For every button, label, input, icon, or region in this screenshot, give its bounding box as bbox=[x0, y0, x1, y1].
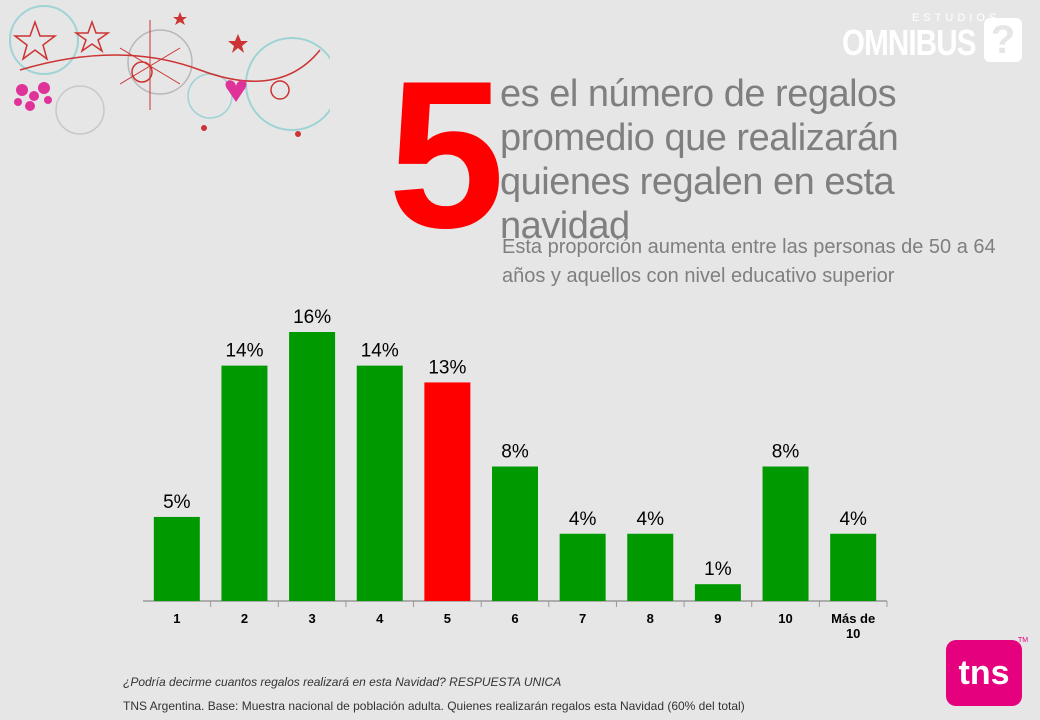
tns-logo: tns bbox=[946, 640, 1022, 706]
bar-3 bbox=[289, 332, 336, 601]
x-tick-label: 7 bbox=[579, 611, 586, 626]
data-label: 4% bbox=[569, 509, 597, 530]
question-mark-icon: ? bbox=[984, 18, 1022, 62]
bar-10 bbox=[762, 466, 809, 601]
data-label: 8% bbox=[772, 442, 800, 463]
data-label: 8% bbox=[501, 442, 529, 463]
x-tick-label: 1 bbox=[173, 611, 180, 626]
christmas-decoration bbox=[9, 5, 330, 137]
survey-base: TNS Argentina. Base: Muestra nacional de… bbox=[123, 699, 745, 713]
data-label: 4% bbox=[637, 509, 665, 530]
x-tick-label: 10 bbox=[778, 611, 792, 626]
x-tick-label: 6 bbox=[511, 611, 518, 626]
x-tick-label: 4 bbox=[376, 611, 384, 626]
x-tick-label: 2 bbox=[241, 611, 248, 626]
tns-trademark: TM bbox=[1018, 637, 1029, 644]
data-label: 4% bbox=[839, 509, 867, 530]
data-label: 5% bbox=[163, 492, 191, 513]
x-tick-label: 5 bbox=[444, 611, 451, 626]
data-label: 16% bbox=[293, 307, 331, 328]
x-tick-label: Más de bbox=[831, 611, 875, 626]
data-label: 13% bbox=[428, 357, 466, 378]
survey-question: ¿Podría decirme cuantos regalos realizar… bbox=[123, 675, 562, 689]
bar-más-de-10 bbox=[830, 533, 877, 601]
bar-5 bbox=[424, 382, 471, 601]
data-label: 14% bbox=[225, 341, 263, 362]
x-tick-label: 3 bbox=[308, 611, 315, 626]
data-label: 1% bbox=[704, 559, 732, 580]
bar-8 bbox=[627, 533, 674, 601]
x-tick-label: 10 bbox=[846, 626, 860, 641]
bar-1 bbox=[153, 516, 200, 601]
x-tick-label: 9 bbox=[714, 611, 721, 626]
logo-studios-label: ESTUDIOS bbox=[912, 12, 1001, 24]
headline-subtext: Esta proporción aumenta entre las person… bbox=[502, 236, 996, 287]
headline-text: es el número de regalos promedio que rea… bbox=[500, 73, 899, 247]
x-tick-label: 8 bbox=[647, 611, 654, 626]
bar-7 bbox=[559, 533, 606, 601]
bar-6 bbox=[492, 466, 538, 601]
bar-4 bbox=[356, 365, 403, 601]
omnibus-logo: OMNIBUS bbox=[842, 22, 976, 63]
headline-number: 5 bbox=[388, 37, 505, 272]
data-label: 14% bbox=[361, 341, 399, 362]
bar-2 bbox=[221, 365, 268, 601]
bar-9 bbox=[694, 584, 741, 601]
